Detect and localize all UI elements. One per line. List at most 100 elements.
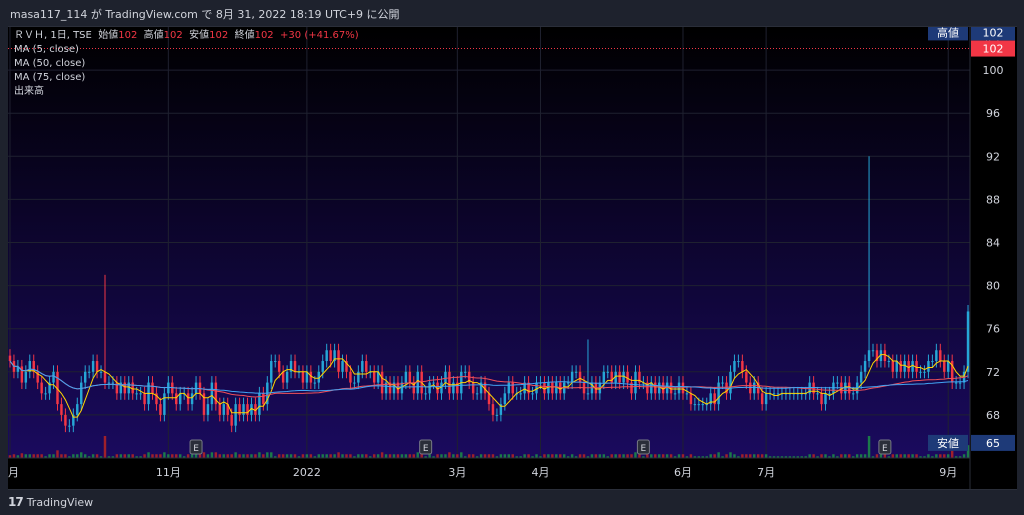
candle-body bbox=[566, 382, 570, 384]
volume-bar bbox=[602, 454, 606, 458]
candle-body bbox=[895, 361, 898, 372]
volume-bar bbox=[531, 456, 534, 458]
candle-body bbox=[95, 361, 99, 372]
volume-bar bbox=[705, 456, 708, 458]
moving-averages bbox=[9, 354, 969, 418]
volume-bar bbox=[28, 454, 32, 458]
candle-body bbox=[372, 371, 376, 383]
volume-bar bbox=[424, 456, 427, 458]
legend-ma5[interactable]: MA (5, close) bbox=[14, 44, 79, 55]
volume-bar bbox=[76, 454, 79, 458]
candle-body bbox=[658, 382, 661, 394]
candle-body bbox=[20, 366, 24, 383]
candle-body bbox=[357, 371, 360, 383]
candle-body bbox=[202, 393, 206, 415]
candle-body bbox=[824, 393, 827, 405]
time-axis-label: 11月 bbox=[156, 466, 181, 479]
price-axis-tick: 88 bbox=[986, 193, 1000, 206]
volume-bar bbox=[20, 453, 24, 458]
volume-bar bbox=[681, 454, 685, 458]
volume-bar bbox=[293, 454, 297, 458]
volume-bar bbox=[800, 456, 803, 458]
candle-body bbox=[586, 393, 590, 395]
volume-bar bbox=[95, 454, 99, 458]
candle-body bbox=[456, 382, 459, 394]
candle-body bbox=[475, 393, 479, 395]
earnings-marker[interactable]: E bbox=[636, 439, 650, 455]
volume-bar bbox=[943, 454, 946, 458]
volume-bar bbox=[812, 454, 815, 458]
legend-ma50[interactable]: MA (50, close) bbox=[14, 58, 86, 69]
volume-bar bbox=[946, 454, 950, 458]
volume-bar bbox=[756, 454, 760, 458]
time-axis-label: 9月 bbox=[939, 466, 957, 479]
candle-body bbox=[392, 382, 396, 394]
candle-body bbox=[507, 382, 511, 394]
volume-bar bbox=[661, 454, 665, 458]
candle-body bbox=[859, 371, 863, 383]
volume-bar bbox=[717, 452, 720, 458]
earnings-marker[interactable]: E bbox=[189, 439, 203, 455]
candle-body bbox=[689, 393, 693, 405]
candle-body bbox=[578, 371, 582, 383]
volume-bar bbox=[598, 454, 602, 458]
candle-body bbox=[178, 393, 182, 405]
volume-bar bbox=[919, 456, 922, 458]
candle-body bbox=[412, 382, 416, 394]
volume-bar bbox=[499, 454, 503, 458]
volume-bar bbox=[80, 452, 83, 458]
volume-bar bbox=[448, 452, 451, 458]
candle-body bbox=[281, 371, 285, 383]
volume-bar bbox=[202, 452, 206, 458]
volume-bar bbox=[883, 454, 887, 458]
candle-body bbox=[24, 371, 28, 383]
earnings-marker[interactable]: E bbox=[419, 439, 433, 455]
candle-body bbox=[64, 414, 67, 426]
volume-bar bbox=[309, 454, 313, 458]
volume-bar bbox=[907, 454, 910, 458]
volume-bar bbox=[574, 456, 578, 458]
candle-body bbox=[103, 371, 107, 383]
candle-body bbox=[238, 404, 241, 415]
time-axis[interactable]: 9月 11月 2022 3月 4月 6月 7月 9月 bbox=[8, 457, 970, 489]
candle-body bbox=[547, 382, 550, 394]
price-axis[interactable]: JPY6872768084889296100高値102102安値65 bbox=[928, 27, 1017, 489]
candle-body bbox=[222, 404, 225, 415]
volume-bar bbox=[622, 454, 625, 458]
earnings-marker[interactable]: E bbox=[878, 439, 892, 455]
volume-bar bbox=[297, 456, 301, 458]
legend-high-label: 高値 bbox=[143, 30, 164, 41]
candle-body bbox=[669, 382, 673, 394]
volume-bar bbox=[107, 456, 111, 458]
volume-bar bbox=[68, 456, 71, 458]
candle-body bbox=[234, 404, 237, 426]
volume-bar bbox=[388, 454, 392, 458]
volume-bar bbox=[44, 456, 47, 458]
candle-body bbox=[863, 361, 867, 372]
volume-bar bbox=[226, 454, 229, 458]
volume-bar bbox=[222, 454, 225, 458]
candle-body bbox=[123, 382, 127, 394]
volume-bar bbox=[289, 454, 293, 458]
candle-body bbox=[135, 393, 138, 395]
volume-bar bbox=[776, 456, 780, 458]
volume-bar bbox=[40, 454, 43, 458]
volume-bar bbox=[495, 456, 499, 458]
candle-body bbox=[693, 404, 697, 406]
legend-volume[interactable]: 出来高 bbox=[14, 86, 44, 97]
volume-bar bbox=[64, 454, 67, 458]
candle-body bbox=[400, 382, 404, 394]
candle-body bbox=[630, 382, 633, 394]
volume-bar bbox=[891, 454, 895, 458]
volume-bar bbox=[737, 456, 740, 458]
volume-bar bbox=[535, 454, 538, 458]
volume-bar bbox=[12, 454, 16, 458]
candle-body bbox=[650, 382, 653, 394]
legend-ma75[interactable]: MA (75, close) bbox=[14, 72, 86, 83]
candle-body bbox=[175, 393, 178, 405]
volume-bar bbox=[214, 452, 218, 458]
volume-bar bbox=[103, 436, 107, 458]
